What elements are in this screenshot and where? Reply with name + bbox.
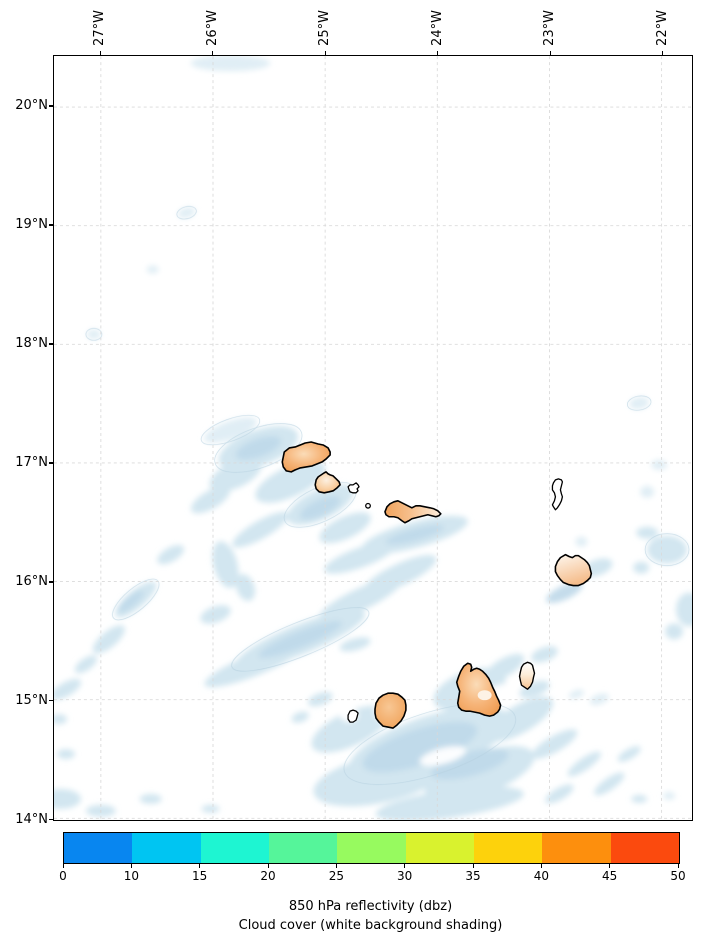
colorbar-segment: [337, 833, 406, 863]
longitude-tickmark: [549, 51, 551, 55]
colorbar-segment: [405, 833, 474, 863]
latitude-tick-label: 17°N: [15, 455, 48, 470]
longitude-tick-label: 27°W: [92, 10, 107, 46]
latitude-tickmark: [49, 581, 53, 583]
colorbar-tickmark: [267, 864, 269, 868]
island-10: [374, 692, 407, 729]
latitude-tickmark: [49, 343, 53, 345]
longitude-tickmark: [324, 51, 326, 55]
latitude-tickmark: [49, 818, 53, 821]
cloud-contour-lines: [85, 206, 690, 785]
island-7: [554, 553, 593, 587]
map-canvas: [54, 56, 692, 820]
colorbar-segment: [268, 833, 338, 863]
latitude-tick-label: 18°N: [15, 336, 48, 351]
longitude-tick-label: 22°W: [654, 10, 670, 46]
longitude-tickmark: [437, 51, 439, 55]
latitude-tickmark: [49, 224, 53, 226]
latitude-tickmark: [49, 105, 53, 107]
colorbar-caption-line2: Cloud cover (white background shading): [238, 918, 503, 933]
colorbar-tick-label: 20: [260, 869, 276, 883]
latitude-tick-label: 16°N: [15, 574, 48, 589]
colorbar-tickmark: [404, 864, 406, 868]
island-2: [314, 471, 341, 494]
latitude-tick-label: 15°N: [15, 692, 48, 708]
colorbar-segment: [473, 833, 543, 863]
island-6: [551, 478, 564, 511]
island-11: [347, 709, 359, 723]
colorbar-segment: [132, 833, 201, 863]
colorbar-segment: [610, 833, 679, 863]
island-coastlines: [281, 441, 593, 729]
longitude-tick-label: 24°W: [429, 10, 445, 46]
gridlines: [54, 56, 692, 820]
colorbar-tick-label: 40: [533, 869, 549, 883]
colorbar-tickmark: [609, 864, 611, 868]
colorbar-segment: [64, 833, 133, 863]
colorbar-tick-label: 15: [192, 869, 208, 883]
colorbar-tick-label: 0: [59, 869, 67, 883]
colorbar-tick-label: 10: [123, 869, 139, 883]
island-3: [347, 482, 360, 494]
colorbar-tick-label: 50: [670, 869, 686, 883]
longitude-tickmark: [212, 51, 214, 55]
map-plot-area: [53, 55, 693, 821]
colorbar-segment: [542, 833, 611, 863]
colorbar-tickmark: [130, 864, 133, 868]
latitude-tick-label: 20°N: [15, 98, 48, 113]
colorbar-tickmark: [62, 864, 64, 868]
island-8: [518, 661, 536, 690]
colorbar-tickmark: [540, 864, 543, 868]
longitude-tick-label: 25°W: [317, 10, 332, 46]
longitude-tickmark: [662, 51, 664, 55]
cloud-cover-shading: [54, 56, 692, 820]
colorbar-tick-label: 45: [602, 869, 618, 883]
colorbar-tick-label: 30: [397, 869, 413, 883]
longitude-tickmark: [99, 51, 101, 55]
colorbar: [63, 832, 680, 864]
colorbar-tick-label: 25: [328, 869, 344, 883]
island-9: [455, 662, 502, 717]
island-9-highlight: [477, 690, 492, 701]
colorbar-tick-label: 35: [465, 869, 481, 883]
colorbar-tickmark: [472, 864, 474, 868]
latitude-tickmark: [49, 462, 53, 464]
island-4: [365, 502, 371, 509]
latitude-tick-label: 19°N: [15, 217, 48, 232]
colorbar-segment: [200, 833, 269, 863]
colorbar-tickmark: [335, 864, 338, 868]
island-5: [384, 500, 442, 524]
colorbar-tickmark: [199, 864, 201, 868]
colorbar-caption-line1: 850 hPa reflectivity (dbz): [288, 899, 453, 914]
latitude-tickmark: [49, 699, 53, 702]
island-1: [281, 441, 331, 473]
longitude-tick-label: 23°W: [542, 10, 557, 46]
colorbar-tickmark: [677, 864, 679, 868]
latitude-tick-label: 14°N: [15, 811, 48, 827]
longitude-tick-label: 26°W: [204, 10, 220, 46]
